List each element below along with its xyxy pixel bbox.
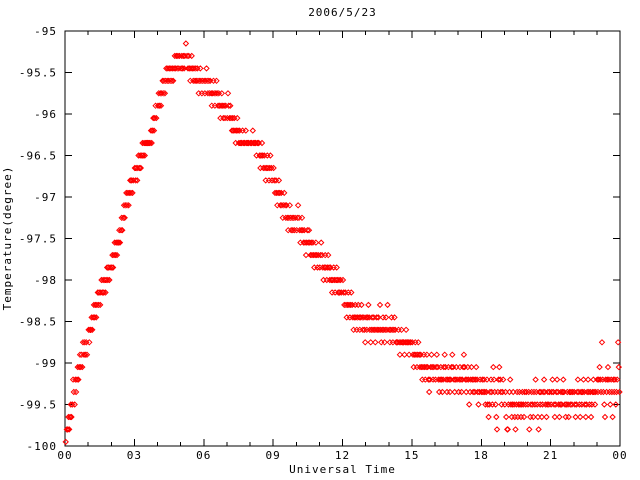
- x-tick-label: 15: [404, 449, 419, 462]
- chart-title: 2006/5/23: [308, 6, 377, 19]
- tick-labels: 00 03 06 09 12 15 18 21 00 -95 -95.5 -96 -96.5 -97 -97…: [19, 25, 627, 462]
- x-tick-label: 12: [335, 449, 350, 462]
- y-tick-label: -98: [34, 274, 57, 287]
- x-tick-label: 21: [543, 449, 558, 462]
- y-tick-label: -100: [27, 440, 58, 453]
- x-tick-label: 00: [612, 449, 627, 462]
- y-tick-label: -95.5: [19, 67, 57, 80]
- y-tick-label: -99.5: [19, 399, 57, 412]
- y-tick-label: -98.5: [19, 316, 57, 329]
- y-axis-label: Temperature(degree): [1, 165, 14, 311]
- x-tick-label: 09: [266, 449, 281, 462]
- y-tick-label: -96.5: [19, 150, 57, 163]
- x-axis-label: Universal Time: [289, 463, 396, 476]
- y-tick-label: -96: [34, 108, 57, 121]
- x-tick-label: 06: [196, 449, 211, 462]
- y-tick-label: -97: [34, 191, 57, 204]
- plot-axes: [64, 30, 621, 447]
- x-tick-label: 03: [127, 449, 142, 462]
- x-tick-label: 00: [57, 449, 72, 462]
- x-tick-label: 18: [474, 449, 489, 462]
- y-tick-label: -95: [34, 25, 57, 38]
- temperature-points: [62, 40, 623, 446]
- y-tick-label: -99: [34, 357, 57, 370]
- y-tick-label: -97.5: [19, 233, 57, 246]
